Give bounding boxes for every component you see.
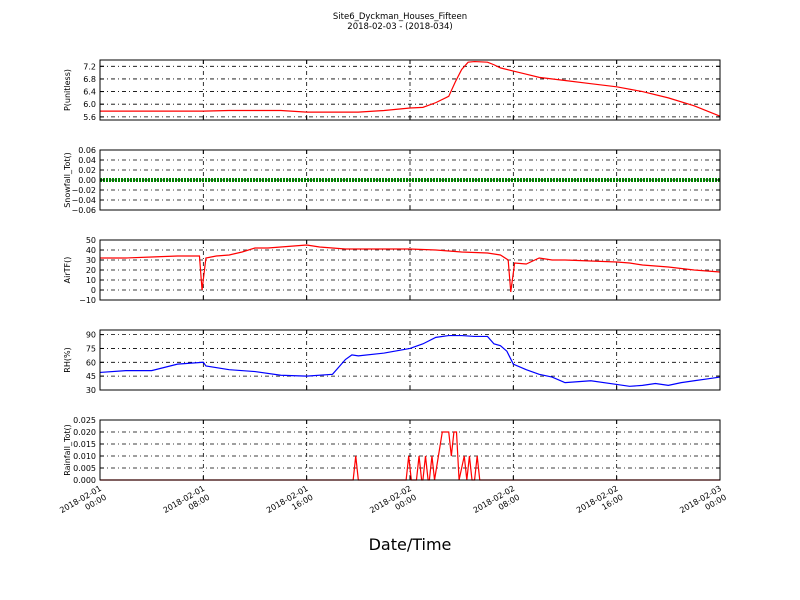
series-line bbox=[100, 244, 721, 293]
y-axis-label: RH(%) bbox=[63, 347, 72, 372]
x-tick-label: 2018-02-0108:00 bbox=[162, 484, 212, 524]
y-tick-label: 6.0 bbox=[83, 100, 96, 109]
x-tick-label: 2018-02-0100:00 bbox=[58, 484, 108, 524]
y-tick-label: 0.02 bbox=[78, 166, 96, 175]
x-tick-label: 2018-02-0116:00 bbox=[265, 484, 315, 524]
y-tick-label: 7.2 bbox=[83, 62, 96, 71]
panels: 5.6 6.0 6.4 6.8 7.2 P(unitless) −0.06−0.04−0.0… bbox=[63, 59, 721, 485]
panel-4: 30 45 60 75 90 RH(%) bbox=[63, 329, 721, 395]
series-line bbox=[99, 334, 721, 387]
x-tick-label: 2018-02-0200:00 bbox=[368, 484, 418, 524]
y-tick-label: 6.4 bbox=[83, 88, 96, 97]
y-tick-label: 10 bbox=[86, 276, 96, 285]
y-tick-label: −10 bbox=[79, 296, 96, 305]
y-tick-label: 0.015 bbox=[73, 440, 96, 449]
panel-2: −0.06−0.04−0.020.000.020.040.06 Snowfall_… bbox=[63, 146, 721, 215]
x-tick-label: 2018-02-0208:00 bbox=[472, 484, 522, 524]
x-tick-label: 2018-02-0216:00 bbox=[575, 484, 625, 524]
y-tick-label: 90 bbox=[86, 331, 96, 340]
y-tick-label: 60 bbox=[86, 358, 96, 367]
y-tick-label: 0.00 bbox=[78, 176, 96, 185]
y-tick-label: 0.06 bbox=[78, 146, 96, 155]
panel-5: 0.000 0.005 0.010 0.015 0.020 0.025Rainfall_T… bbox=[63, 416, 721, 485]
chart-title: Site6_Dyckman_Houses_Fifteen bbox=[333, 12, 467, 22]
y-tick-label: 45 bbox=[86, 372, 96, 381]
y-tick-label: 30 bbox=[86, 256, 96, 265]
series-line bbox=[100, 60, 721, 117]
y-axis-label: P(unitless) bbox=[63, 69, 72, 111]
y-tick-label: 0.020 bbox=[73, 428, 96, 437]
x-axis-label: Date/Time bbox=[369, 535, 452, 554]
y-tick-label: 6.8 bbox=[83, 75, 96, 84]
y-tick-label: −0.02 bbox=[71, 186, 96, 195]
y-tick-label: 0.025 bbox=[73, 416, 96, 425]
y-tick-label: 0.005 bbox=[73, 464, 96, 473]
y-tick-label: −0.04 bbox=[71, 196, 96, 205]
y-tick-label: 0 bbox=[91, 286, 96, 295]
x-tick-labels: 2018-02-0100:00 2018-02-0108:00 2018-02-01… bbox=[58, 484, 728, 524]
y-axis-label: Snowfall_Tot() bbox=[63, 152, 72, 208]
y-tick-label: 30 bbox=[86, 386, 96, 395]
y-tick-label: 0.010 bbox=[73, 452, 96, 461]
y-tick-label: 50 bbox=[86, 236, 96, 245]
y-tick-label: 75 bbox=[86, 344, 96, 353]
grid-lines bbox=[99, 330, 721, 391]
chart-subtitle: 2018-02-03 - (2018-034) bbox=[347, 22, 452, 32]
y-tick-label: 0.000 bbox=[73, 476, 96, 485]
y-tick-label: 40 bbox=[86, 246, 96, 255]
y-axis-label: AirTF() bbox=[63, 257, 72, 284]
series-line bbox=[100, 431, 720, 481]
y-tick-label: −0.06 bbox=[71, 206, 96, 215]
y-tick-label: 5.6 bbox=[83, 113, 96, 122]
y-tick-label: 0.04 bbox=[78, 156, 96, 165]
y-axis-label: Rainfall_Tot() bbox=[63, 424, 72, 476]
x-tick-label: 2018-02-0300:00 bbox=[678, 484, 728, 524]
y-tick-label: 20 bbox=[86, 266, 96, 275]
panel-1: 5.6 6.0 6.4 6.8 7.2 P(unitless) bbox=[63, 59, 721, 122]
